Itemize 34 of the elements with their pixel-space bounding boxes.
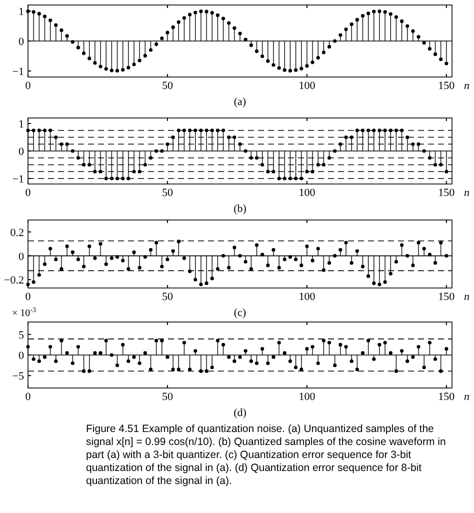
text: (c) [234, 307, 246, 319]
x-tick-label: 150 [438, 187, 456, 199]
x-tick-label: 100 [298, 391, 316, 403]
x-tick-label: 150 [438, 291, 456, 303]
x-tick-label: 150 [438, 80, 456, 92]
x-axis-title: n [464, 187, 470, 199]
x-tick-label: 100 [298, 187, 316, 199]
x-tick-label: 100 [298, 291, 316, 303]
x-tick-label: 100 [298, 80, 316, 92]
x-tick-label: 50 [162, 80, 174, 92]
y-tick-label: 1 [18, 6, 24, 18]
y-axis-title: × 10$^{-3}$ [12, 306, 36, 319]
y-tick-label: −1 [12, 66, 24, 78]
x-axis-title: n [464, 80, 470, 92]
text: (b) [234, 203, 247, 215]
text: (d) [234, 407, 247, 419]
x-tick-label: 50 [162, 391, 174, 403]
y-tick-label: −0.2 [4, 274, 24, 287]
x-tick-label: 50 [162, 187, 174, 199]
y-tick-label: 0 [18, 146, 24, 158]
x-tick-label: 50 [162, 291, 174, 303]
y-tick-label: 0 [18, 250, 24, 263]
y-tick-label: 5 [18, 329, 24, 342]
y-tick-label: 0 [18, 350, 24, 362]
text: (a) [234, 96, 246, 108]
y-tick-label: 0.2 [10, 226, 24, 239]
y-tick-label: 0 [18, 36, 24, 48]
x-axis-title: n [464, 291, 470, 303]
x-axis-title: n [464, 391, 470, 403]
x-tick-label: 150 [438, 391, 456, 403]
y-tick-label: −5 [12, 370, 24, 383]
y-tick-label: 1 [18, 118, 24, 130]
y-tick-label: −1 [12, 174, 24, 186]
caption: Figure 4.51 Example of quantization noise. (a) Unquantized samples of the signal x[n] = 0.99 cos(n/10). (b) Quantized samples of the cosine waveform in part (a) with a 3-bit quantizer. (c) Quantization error sequence for 3-bit quantization of the signal in (a). (d) Quantization error sequence for 8-bit quantization of the signal in (a). [86, 423, 446, 487]
